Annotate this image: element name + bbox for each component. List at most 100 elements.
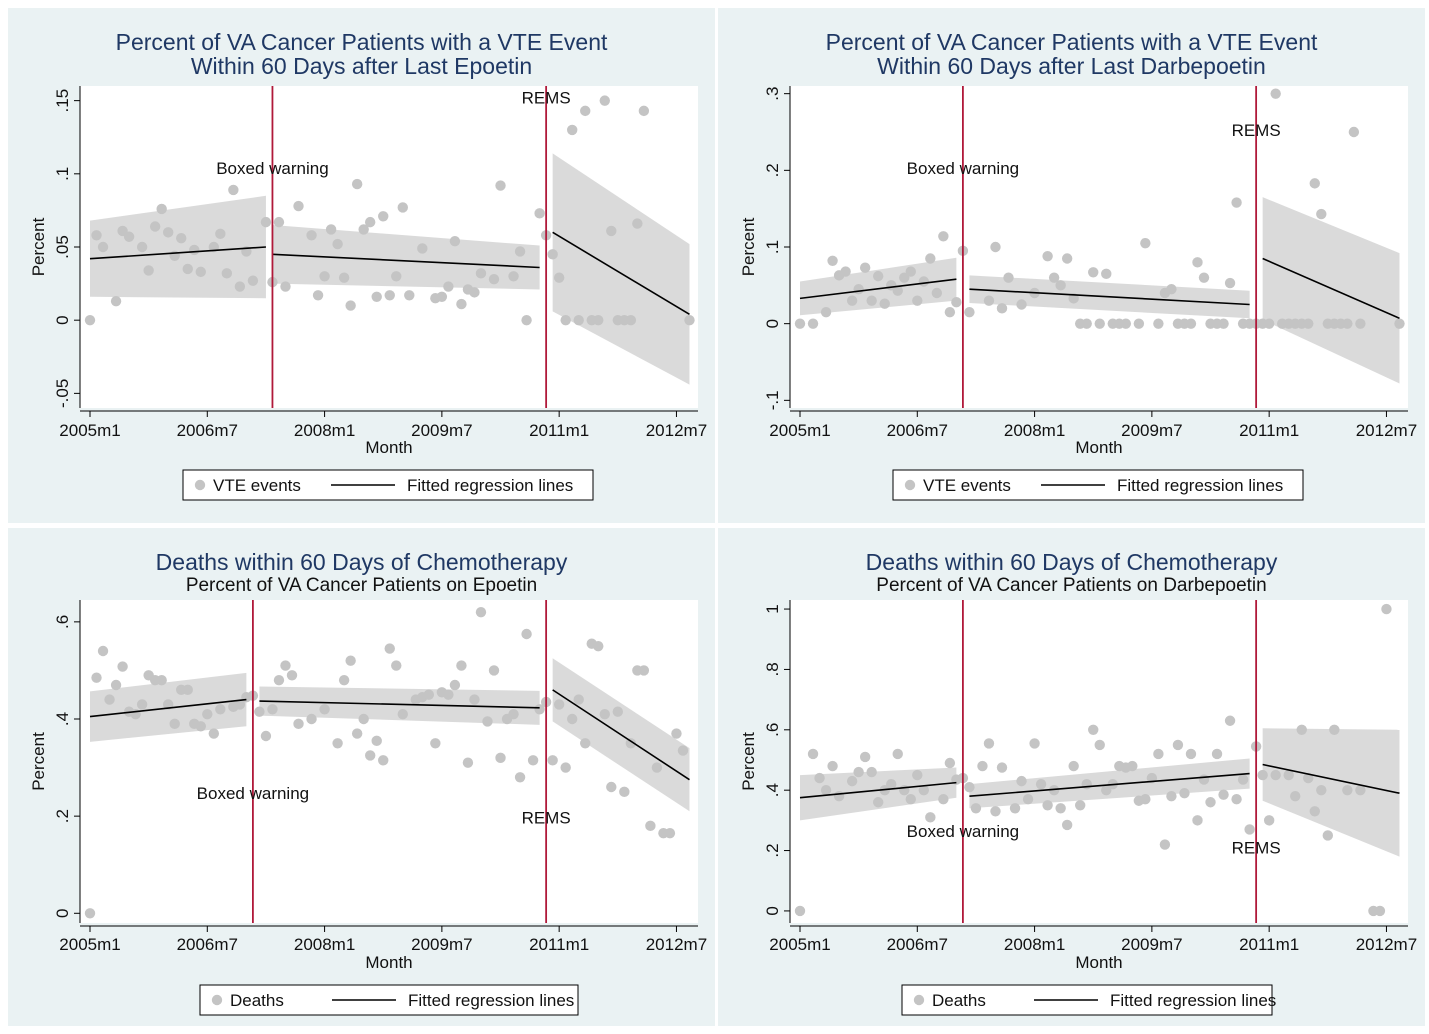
data-point (319, 704, 330, 715)
data-point (996, 303, 1008, 314)
y-axis-label: Percent (739, 732, 758, 791)
data-point (879, 298, 890, 309)
legend-label: Fitted regression lines (408, 991, 574, 1010)
data-point (1016, 299, 1027, 310)
data-point (931, 287, 943, 299)
x-tick-label: 2009m7 (411, 935, 472, 954)
x-tick-label: 2009m7 (1121, 935, 1182, 954)
data-point (1270, 88, 1281, 99)
x-tick-label: 2006m7 (887, 421, 948, 440)
x-axis-label: Month (365, 438, 412, 457)
data-point (221, 268, 233, 279)
y-tick-label: .8 (763, 662, 782, 676)
data-point (443, 689, 454, 700)
deaths-epoetin-panel: Deaths within 60 Days of Chemotherapy Per… (8, 528, 715, 1026)
data-point (599, 708, 610, 720)
fitted-regression-line (799, 278, 957, 300)
data-point (938, 794, 949, 805)
data-point (378, 755, 389, 766)
data-point (443, 281, 454, 292)
legend-label: VTE events (923, 476, 1011, 495)
data-point (97, 241, 109, 253)
data-point (189, 244, 200, 256)
data-point (195, 266, 206, 278)
data-point (1296, 724, 1307, 736)
data-point (625, 738, 637, 749)
x-axis-label: Month (365, 953, 412, 972)
data-point (853, 283, 864, 295)
data-point (123, 231, 135, 242)
data-point (1290, 791, 1301, 802)
legend-label: VTE events (213, 476, 301, 495)
data-point (391, 271, 402, 282)
data-point (534, 704, 545, 715)
y-tick-label: 0 (763, 319, 782, 328)
data-point (814, 772, 825, 784)
data-point (371, 735, 382, 747)
data-point (1355, 784, 1366, 796)
y-tick-label: .6 (53, 615, 72, 629)
data-point (312, 290, 324, 301)
x-tick-label: 2005m1 (769, 935, 830, 954)
data-point (280, 281, 291, 292)
data-point (1244, 824, 1255, 835)
data-point (1224, 715, 1236, 726)
deaths-epoetin-chart: Deaths within 60 Days of ChemotherapyPer… (29, 549, 707, 1016)
data-point (1211, 748, 1223, 760)
data-point (169, 718, 180, 730)
data-point (1309, 178, 1320, 189)
fitted-regression-line (552, 689, 690, 781)
y-tick-label: 0 (763, 906, 782, 915)
chart-title: Percent of VA Cancer Patients with a VTE… (826, 29, 1318, 55)
data-point (1061, 819, 1073, 831)
data-point (859, 751, 871, 763)
chart-subtitle: Percent of VA Cancer Patients on Darbepo… (876, 575, 1266, 596)
data-point (136, 241, 148, 253)
data-point (638, 105, 650, 117)
y-tick-label: 1 (763, 604, 782, 613)
legend-point-marker (913, 994, 925, 1006)
data-point (872, 797, 884, 808)
y-tick-label: .3 (763, 87, 782, 101)
data-point (593, 314, 604, 326)
vte-darbepoetin-panel: Percent of VA Cancer Patients with a VTE… (718, 8, 1425, 523)
data-point (1179, 787, 1190, 799)
data-point (338, 272, 350, 283)
y-tick-label: .2 (53, 809, 72, 823)
y-tick-label: .1 (763, 240, 782, 254)
data-point (228, 184, 239, 196)
deaths-darbepoetin-panel: Deaths within 60 Days of Chemotherapy Per… (718, 528, 1425, 1026)
data-point (384, 290, 395, 301)
vte-epoetin-panel: Percent of VA Cancer Patients with a VTE… (8, 8, 715, 523)
data-point (944, 757, 956, 769)
data-point (1263, 815, 1275, 826)
data-point (1153, 748, 1164, 760)
data-point (677, 745, 689, 756)
data-point (384, 643, 395, 654)
data-point (964, 781, 975, 793)
data-point (573, 694, 584, 705)
data-point (254, 706, 265, 717)
data-point (1140, 237, 1151, 249)
data-point (332, 238, 343, 250)
data-point (1303, 318, 1314, 329)
fitted-regression-line (1262, 257, 1400, 320)
x-tick-label: 2008m1 (294, 421, 355, 440)
chart-title: Deaths within 60 Days of Chemotherapy (866, 549, 1278, 575)
data-point (1198, 774, 1210, 785)
data-point (488, 274, 500, 285)
data-point (996, 762, 1008, 773)
data-point (319, 271, 330, 282)
data-point (462, 757, 474, 768)
data-point (1074, 800, 1086, 811)
data-point (136, 699, 148, 710)
x-tick-label: 2011m1 (1239, 935, 1299, 954)
data-point (195, 721, 206, 732)
data-point (944, 306, 956, 318)
data-point (1035, 778, 1047, 790)
data-point (404, 290, 415, 301)
data-point (807, 318, 819, 329)
data-point (846, 295, 858, 306)
data-point (91, 230, 102, 241)
x-tick-label: 2008m1 (1004, 421, 1065, 440)
